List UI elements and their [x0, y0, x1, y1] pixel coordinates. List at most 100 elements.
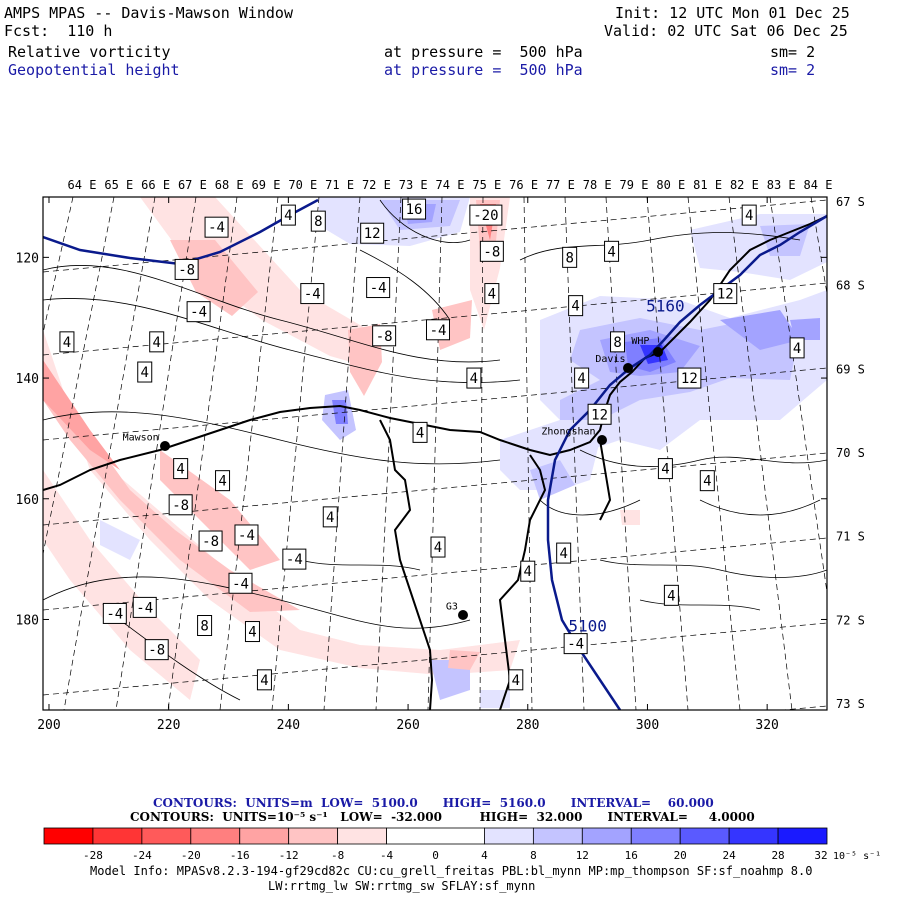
svg-text:-4: -4: [567, 637, 584, 653]
colorbar-tick-label: 24: [723, 849, 737, 862]
svg-text:-4: -4: [286, 552, 303, 568]
svg-text:4: 4: [260, 673, 268, 689]
contour-label: -4: [282, 548, 307, 570]
height-contour-info: CONTOURS: UNITS=m LOW= 5100.0 HIGH= 5160…: [153, 796, 714, 810]
colorbar-swatch: [581, 827, 632, 845]
station-label: Zhongshan: [541, 426, 595, 437]
longitude-label: 84 E: [804, 178, 833, 192]
latitude-label: 73 S: [836, 697, 865, 711]
contour-label: 16: [402, 198, 427, 220]
height-label: 5160: [646, 297, 685, 316]
contour-label: -20: [469, 204, 503, 226]
svg-text:-4: -4: [190, 305, 207, 321]
svg-text:4: 4: [703, 474, 711, 490]
svg-text:-4: -4: [136, 600, 153, 616]
x-tick-label: 200: [37, 718, 60, 733]
contour-label: 12: [360, 222, 385, 244]
svg-text:4: 4: [141, 365, 149, 381]
colorbar-tick-label: -16: [230, 849, 250, 862]
contour-label: -8: [372, 325, 397, 347]
longitude-label: 65 E: [104, 178, 133, 192]
contour-label: 4: [149, 331, 165, 353]
colorbar-swatch: [777, 827, 828, 845]
contour-label: 4: [604, 240, 620, 262]
svg-text:4: 4: [284, 208, 292, 224]
colorbar-swatch: [679, 827, 730, 845]
svg-text:4: 4: [571, 299, 579, 315]
contour-label: -4: [563, 633, 588, 655]
svg-text:-4: -4: [208, 220, 225, 236]
contour-label: 4: [256, 669, 272, 691]
longitude-label: 78 E: [583, 178, 612, 192]
y-tick-label: 180: [16, 613, 39, 628]
chart-title: AMPS MPAS -- Davis-Mawson Window: [4, 4, 293, 22]
colorbar-swatch: [190, 827, 241, 845]
colorbar-tick-label: -12: [279, 849, 299, 862]
contour-label: 4: [699, 470, 715, 492]
contour-label: 4: [520, 560, 536, 582]
contour-label: 4: [556, 542, 572, 564]
x-tick-label: 300: [636, 718, 659, 733]
colorbar-tick-label: -20: [181, 849, 201, 862]
contour-label: 8: [610, 331, 626, 353]
svg-text:-4: -4: [232, 576, 249, 592]
field2-name: Geopotential height: [8, 61, 180, 79]
contour-label: 4: [663, 584, 679, 606]
contour-label: 12: [677, 367, 702, 389]
contour-label: -4: [366, 277, 391, 299]
colorbar-swatch: [532, 827, 583, 845]
station-label: WHP: [631, 336, 649, 347]
svg-text:4: 4: [577, 371, 585, 387]
contour-label: 8: [310, 210, 326, 232]
svg-text:8: 8: [565, 250, 573, 266]
valid-time: Valid: 02 UTC Sat 06 Dec 25: [604, 22, 848, 40]
colorbar-unit: 10⁻⁵ s⁻¹: [833, 851, 881, 862]
colorbar-swatch: [728, 827, 779, 845]
colorbar-tick-label: -24: [132, 849, 152, 862]
forecast-hour: Fcst: 110 h: [4, 22, 113, 40]
field1-pressure: at pressure = 500 hPa: [384, 43, 583, 61]
svg-text:-4: -4: [304, 287, 321, 303]
svg-text:4: 4: [176, 462, 184, 478]
svg-text:8: 8: [613, 335, 621, 351]
contour-label: 12: [713, 283, 738, 305]
contour-label: 4: [430, 536, 446, 558]
contour-label: -8: [479, 240, 504, 262]
y-tick-label: 140: [16, 372, 39, 387]
x-tick-label: 220: [157, 718, 180, 733]
contour-label: -4: [300, 283, 325, 305]
svg-text:4: 4: [488, 287, 496, 303]
longitude-label: 66 E: [141, 178, 170, 192]
svg-text:-8: -8: [376, 329, 393, 345]
x-tick-label: 280: [516, 718, 539, 733]
field2-pressure: at pressure = 500 hPa: [384, 61, 583, 79]
colorbar-tick-label: 28: [771, 849, 784, 862]
contour-label: 4: [484, 283, 500, 305]
longitude-label: 77 E: [546, 178, 575, 192]
latitude-label: 69 S: [836, 362, 865, 376]
colorbar-swatch: [92, 827, 143, 845]
contour-label: -8: [174, 258, 199, 280]
contour-label: 4: [215, 470, 231, 492]
svg-text:4: 4: [248, 625, 256, 641]
longitude-label: 69 E: [252, 178, 281, 192]
model-info-physics: LW:rrtmg_lw SW:rrtmg_sw SFLAY:sf_mynn: [268, 879, 536, 893]
longitude-label: 73 E: [399, 178, 428, 192]
svg-text:-4: -4: [106, 606, 123, 622]
contour-label: 4: [789, 337, 805, 359]
svg-text:-4: -4: [370, 281, 387, 297]
svg-text:4: 4: [152, 335, 160, 351]
svg-text:4: 4: [434, 540, 442, 556]
longitude-label: 79 E: [620, 178, 649, 192]
contour-label: -4: [228, 572, 253, 594]
longitude-label: 72 E: [362, 178, 391, 192]
colorbar-tick-label: 20: [674, 849, 687, 862]
contour-label: 4: [59, 331, 75, 353]
latitude-label: 72 S: [836, 613, 865, 627]
vorticity-contour-info: CONTOURS: UNITS=10⁻⁵ s⁻¹ LOW= -32.000 HI…: [130, 810, 755, 824]
colorbar-swatch: [630, 827, 681, 845]
svg-text:8: 8: [200, 619, 208, 635]
svg-text:12: 12: [681, 371, 698, 387]
svg-text:-20: -20: [473, 208, 498, 224]
contour-label: -4: [234, 524, 259, 546]
